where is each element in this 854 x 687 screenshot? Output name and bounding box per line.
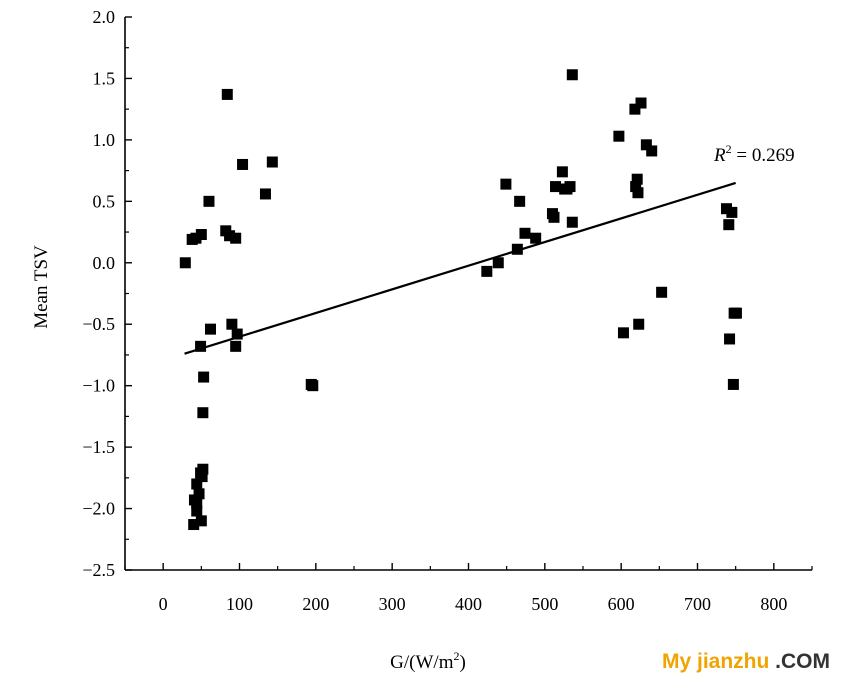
data-point — [179, 257, 191, 269]
data-point — [204, 323, 216, 335]
data-point — [633, 318, 645, 330]
x-axis-title: G/(W/m2) — [390, 649, 466, 673]
data-point — [500, 178, 512, 190]
x-tick-label: 200 — [302, 594, 329, 614]
x-tick-label: 700 — [684, 594, 711, 614]
y-tick-label: −0.5 — [82, 314, 115, 334]
data-point — [226, 318, 238, 330]
data-point — [492, 257, 504, 269]
y-tick-label: 2.0 — [93, 7, 116, 27]
data-point — [193, 488, 205, 500]
y-tick-label: −1.5 — [82, 437, 115, 457]
data-point — [198, 371, 210, 383]
data-point — [196, 471, 208, 483]
x-tick-label: 0 — [159, 594, 168, 614]
axes — [124, 17, 812, 571]
y-tick-label: −2.5 — [82, 560, 115, 580]
data-points — [179, 69, 742, 531]
data-point — [550, 181, 562, 193]
y-tick-label: −2.0 — [82, 499, 115, 519]
data-point — [519, 227, 531, 239]
x-tick-label: 800 — [760, 594, 787, 614]
data-point — [617, 327, 629, 339]
x-tick-label: 500 — [531, 594, 558, 614]
tick-labels: −2.5 −2.0 −1.5 −1.0 −0.5 0.0 0.5 1.0 1.5 2.0 0 100 2… — [82, 7, 787, 614]
y-tick-label: 0.5 — [93, 191, 116, 211]
data-point — [231, 328, 243, 340]
data-point — [230, 232, 242, 244]
data-point — [566, 69, 578, 81]
y-axis-title: Mean TSV — [31, 245, 52, 329]
data-point — [630, 181, 642, 193]
watermark-logo: My jianzhu .COM — [662, 650, 831, 673]
y-tick-label: −1.0 — [82, 376, 115, 396]
r-squared-annotation: R2 = 0.269 — [713, 142, 795, 166]
data-point — [237, 158, 249, 170]
data-point — [726, 206, 738, 218]
data-point — [307, 380, 319, 392]
data-point — [191, 498, 203, 510]
data-point — [724, 333, 736, 345]
data-point — [629, 103, 641, 115]
data-point — [224, 230, 236, 242]
x-tick-label: 400 — [455, 594, 482, 614]
data-point — [631, 173, 643, 185]
x-tick-label: 100 — [226, 594, 253, 614]
data-point — [548, 211, 560, 223]
y-tick-label: 1.5 — [93, 68, 116, 88]
data-point — [646, 145, 658, 157]
data-point — [723, 219, 735, 231]
data-point — [195, 229, 207, 241]
x-tick-label: 300 — [379, 594, 406, 614]
data-point — [656, 286, 668, 298]
x-tick-label: 600 — [608, 594, 635, 614]
data-point — [188, 519, 200, 531]
data-point — [514, 195, 526, 207]
y-tick-label: 0.0 — [93, 253, 116, 273]
data-point — [640, 139, 652, 151]
linear-fit-line — [184, 181, 736, 355]
data-point — [203, 195, 215, 207]
data-point — [511, 243, 523, 255]
data-point — [632, 187, 644, 199]
data-point — [556, 166, 568, 178]
data-point — [613, 130, 625, 142]
data-point — [191, 505, 203, 517]
data-point — [566, 216, 578, 228]
tick-marks — [124, 16, 813, 571]
data-point — [197, 407, 209, 419]
y-tick-label: 1.0 — [93, 130, 116, 150]
data-point — [195, 515, 207, 527]
data-point — [564, 181, 576, 193]
data-point — [730, 307, 742, 319]
data-point — [191, 478, 203, 490]
data-point — [530, 232, 542, 244]
data-point — [727, 378, 739, 390]
data-point — [635, 97, 647, 109]
data-point — [195, 340, 207, 352]
data-point — [221, 88, 233, 100]
data-point — [259, 188, 271, 200]
data-point — [266, 156, 278, 168]
data-point — [481, 265, 493, 277]
data-point — [230, 340, 242, 352]
